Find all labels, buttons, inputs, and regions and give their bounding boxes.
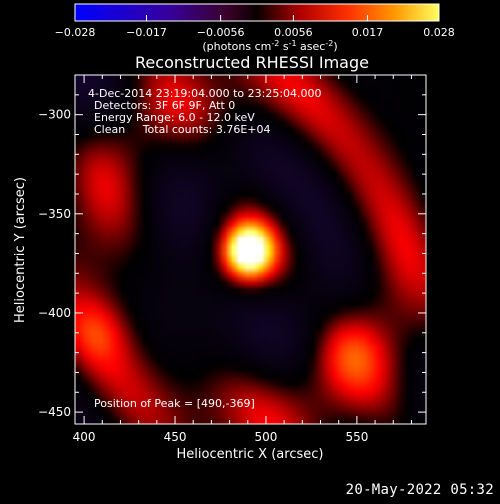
colorbar-tick-label: −0.0056 bbox=[197, 26, 245, 39]
colorbar-tick-label: 0.028 bbox=[423, 26, 455, 39]
y-tick-label: −400 bbox=[38, 306, 71, 320]
x-axis: 400 450 500 550 bbox=[73, 75, 412, 444]
colorbar-tick-label: 0.0056 bbox=[274, 26, 313, 39]
colorbar-unit-label: (photons cm-2 s-1 asec-2) bbox=[202, 39, 337, 53]
colorbar-tick-label: −0.028 bbox=[55, 26, 96, 39]
colorbar-ticks: −0.028 −0.017 −0.0056 0.0056 0.017 0.028 bbox=[55, 15, 455, 39]
peak-position-label: Position of Peak = [490,-369] bbox=[94, 397, 255, 410]
x-axis-label: Heliocentric X (arcsec) bbox=[177, 447, 324, 462]
colorbar: −0.028 −0.017 −0.0056 0.0056 0.017 0.028 (pho… bbox=[55, 3, 455, 53]
y-tick-label: −450 bbox=[38, 405, 71, 419]
x-tick-label: 400 bbox=[73, 430, 96, 444]
annotation-energy-range: Energy Range: 6.0 - 12.0 keV bbox=[94, 111, 255, 124]
y-tick-label: −350 bbox=[38, 207, 71, 221]
heatmap-image bbox=[75, 75, 426, 424]
y-tick-label: −300 bbox=[38, 108, 71, 122]
y-axis-label: Heliocentric Y (arcsec) bbox=[13, 177, 28, 323]
annotation-counts: Clean Total counts: 3.76E+04 bbox=[94, 123, 271, 136]
colorbar-tick-label: −0.017 bbox=[126, 26, 167, 39]
footer-date: 20-May-2022 05:32 bbox=[345, 482, 494, 498]
annotation-detectors: Detectors: 3F 6F 9F, Att 0 bbox=[94, 99, 235, 112]
colorbar-gradient bbox=[74, 3, 440, 22]
plot-frame bbox=[74, 74, 427, 425]
colorbar-tick-label: 0.017 bbox=[352, 26, 384, 39]
x-tick-label: 500 bbox=[255, 430, 278, 444]
x-tick-label: 450 bbox=[164, 430, 187, 444]
heatmap-raster bbox=[75, 75, 426, 424]
annotation-block: 4-Dec-2014 23:19:04.000 to 23:25:04.000 … bbox=[88, 87, 322, 136]
x-tick-label: 550 bbox=[345, 430, 368, 444]
y-axis: −300 −350 −400 −450 bbox=[38, 94, 426, 419]
chart-title: Reconstructed RHESSI Image bbox=[135, 53, 369, 72]
annotation-time-range: 4-Dec-2014 23:19:04.000 to 23:25:04.000 bbox=[88, 87, 322, 100]
